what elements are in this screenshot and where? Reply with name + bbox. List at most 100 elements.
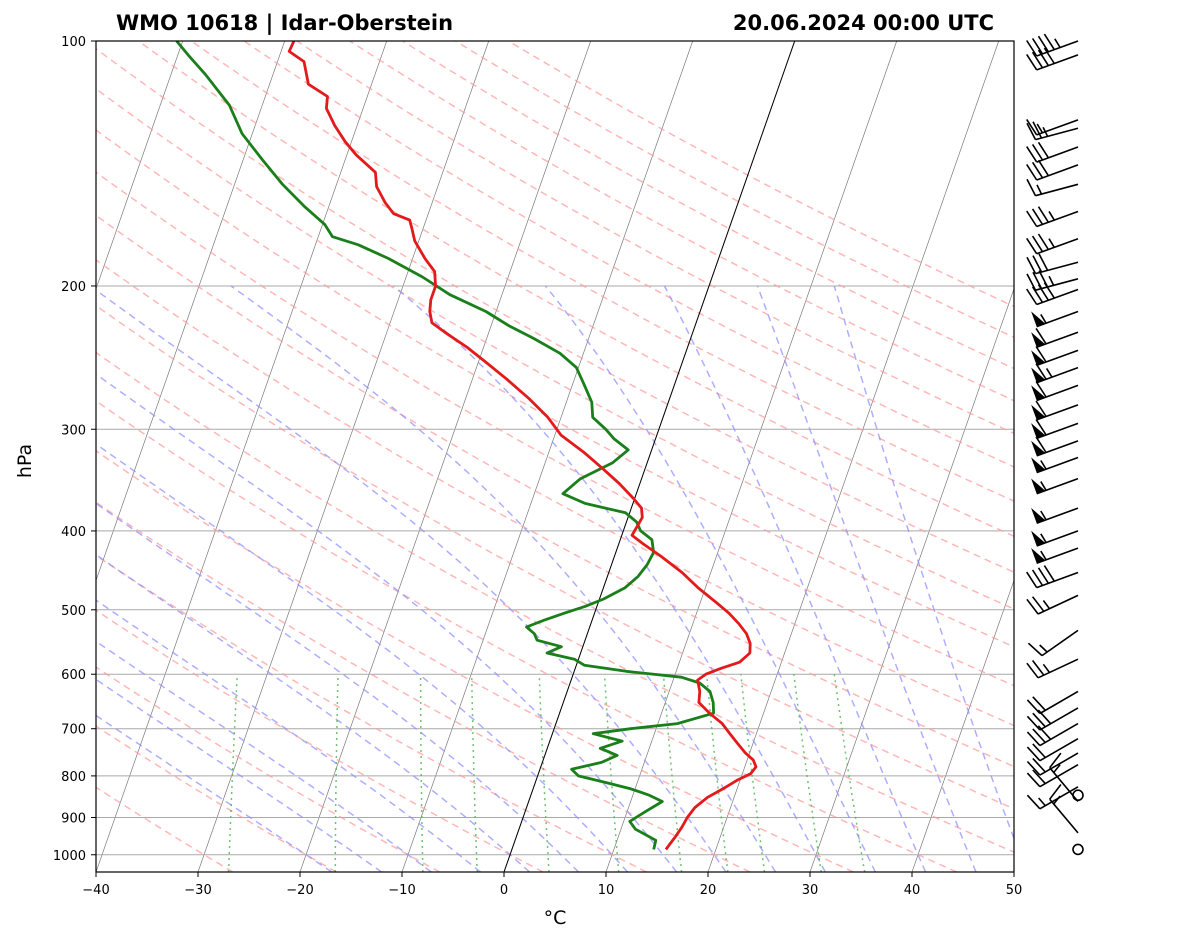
- calm-circle: [1072, 843, 1084, 856]
- barb-shaft: [1036, 54, 1079, 71]
- barb-flag: [1026, 731, 1041, 747]
- x-axis-label: °C: [544, 907, 567, 929]
- wind-barb: [1026, 141, 1079, 163]
- barb-shaft: [1035, 183, 1079, 197]
- wind-barb: [1026, 722, 1079, 747]
- barb-pennant: [1031, 350, 1046, 366]
- x-tick-label: 20: [700, 883, 717, 898]
- barb-shaft: [1036, 119, 1079, 136]
- wind-barb: [1031, 381, 1079, 402]
- barb-flag: [1031, 235, 1044, 253]
- barb-shaft: [1036, 530, 1079, 547]
- wind-barb: [1026, 121, 1079, 141]
- dry-adiabat: [96, 87, 1014, 610]
- isotherm-line: [0, 41, 81, 872]
- barb-flag: [1026, 699, 1041, 715]
- moist-adiabat: [833, 285, 1014, 841]
- barb-flag: [1037, 141, 1050, 159]
- barb-flag: [1026, 210, 1038, 227]
- y-tick-label: 100: [61, 35, 86, 50]
- barb-flag: [1049, 784, 1062, 800]
- barb-flag: [1031, 660, 1045, 676]
- moist-adiabat: [96, 373, 678, 872]
- barb-half-flag: [1040, 481, 1047, 491]
- barb-pennant: [1031, 530, 1046, 546]
- barb-half-flag: [1040, 550, 1047, 561]
- barb-flag: [1026, 746, 1041, 762]
- x-tick-label: −20: [286, 883, 313, 898]
- barb-pennant: [1031, 440, 1046, 456]
- x-tick-label: −40: [82, 883, 109, 898]
- barb-shaft: [1036, 238, 1079, 255]
- barb-flag: [1031, 143, 1044, 161]
- mixing-ratio-line: [334, 674, 339, 872]
- barb-flag: [1026, 715, 1041, 731]
- barb-flag: [1037, 725, 1052, 740]
- dry-adiabat: [96, 666, 441, 872]
- barb-pennant: [1031, 548, 1046, 564]
- barb-flag: [1026, 122, 1037, 140]
- chart-title-datetime: 20.06.2024 00:00 UTC: [733, 11, 994, 35]
- wind-barb: [1026, 707, 1079, 731]
- temperature-profile: [287, 41, 758, 851]
- barb-half-flag: [1042, 600, 1051, 610]
- barb-flag: [1026, 571, 1038, 589]
- barb-flag: [1032, 743, 1046, 759]
- barb-pennant: [1031, 311, 1046, 327]
- dry-adiabat: [138, 41, 1014, 538]
- dry-adiabat: [96, 609, 544, 872]
- barb-shaft: [1036, 422, 1079, 440]
- barb-flag: [1026, 146, 1038, 163]
- barb-flag: [1026, 273, 1037, 291]
- barb-half-flag: [1039, 644, 1048, 653]
- sounding-profiles: [175, 41, 758, 851]
- barb-pennant: [1031, 385, 1046, 401]
- wind-barb: [1031, 346, 1079, 367]
- barb-pennant: [1031, 478, 1046, 494]
- mixing-ratio-line: [470, 674, 478, 872]
- dry-adiabat: [96, 554, 647, 872]
- wind-barb: [1031, 456, 1079, 474]
- barb-half-flag: [1053, 795, 1061, 805]
- dry-adiabat: [96, 214, 1014, 727]
- wind-barb: [1026, 206, 1079, 228]
- barb-half-flag: [1042, 126, 1049, 137]
- y-axis: 100 200 300 400 500 600 700 800 900 1000: [53, 35, 96, 864]
- barb-shaft: [1039, 707, 1079, 731]
- y-tick-label: 500: [61, 604, 86, 619]
- barb-pennant: [1031, 507, 1046, 524]
- x-tick-label: 0: [500, 883, 508, 898]
- moist-adiabat: [96, 502, 580, 872]
- mixing-ratio-line: [740, 674, 766, 872]
- isotherm-line: [1116, 41, 1181, 872]
- wind-barb: [1031, 310, 1079, 328]
- wind-barb: [1026, 690, 1079, 715]
- barb-flag: [1037, 284, 1050, 301]
- barb-flag: [1031, 161, 1044, 179]
- barb-flag: [1043, 565, 1055, 582]
- barb-flag: [1031, 596, 1045, 612]
- mixing-ratio-line: [603, 674, 620, 872]
- wind-barb: [1031, 530, 1079, 547]
- barb-pennant: [1031, 457, 1046, 473]
- barb-flag: [1026, 178, 1037, 197]
- barb-flag: [1026, 794, 1041, 810]
- barb-shaft: [1036, 456, 1079, 474]
- moist-adiabat: [544, 285, 877, 872]
- isotherm-line: [96, 41, 388, 872]
- barb-half-flag: [1036, 184, 1043, 195]
- wind-barb: [1031, 477, 1079, 495]
- moist-adiabat: [96, 599, 481, 872]
- barb-half-flag: [1040, 460, 1047, 470]
- mixing-ratio-line: [793, 674, 823, 872]
- barb-pennant: [1031, 367, 1046, 383]
- barb-shaft: [1036, 547, 1079, 564]
- barb-flag: [1031, 37, 1044, 55]
- dry-adiabat: [402, 41, 1014, 370]
- dry-adiabat: [96, 171, 1014, 687]
- dry-adiabat: [96, 725, 337, 872]
- y-tick-label: 200: [61, 280, 86, 295]
- barb-half-flag: [1054, 38, 1061, 48]
- dry-adiabat: [96, 47, 1014, 573]
